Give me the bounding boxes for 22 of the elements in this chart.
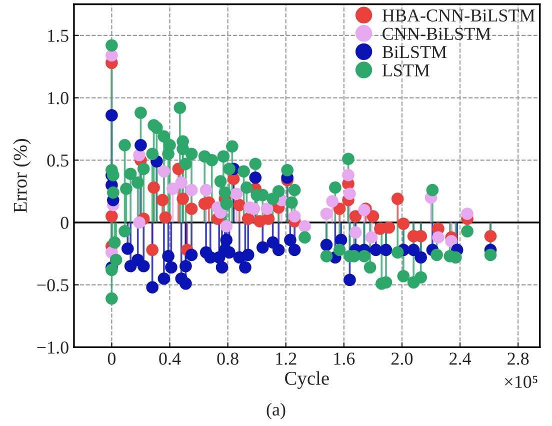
y-tick-label: 0.5 [47, 154, 68, 167]
x-tick-label: 0.8 [217, 352, 238, 365]
x-tick-label: 0.4 [159, 352, 181, 365]
legend-label: CNN-BiLSTM [382, 28, 491, 40]
x-axis-title: Cycle [285, 371, 329, 389]
y-tick-label: 1.0 [48, 92, 68, 104]
y-tick-label: −1.0 [37, 341, 68, 354]
x-tick-label: 0 [108, 352, 116, 365]
legend-label: LSTM [382, 64, 430, 76]
x-tick-label: 1.2 [276, 352, 296, 365]
y-axis-title: Error (%) [13, 139, 31, 213]
x-tick-label: 1.6 [334, 352, 355, 365]
y-tick-label: 0 [60, 216, 68, 229]
y-tick-label: 1.5 [48, 30, 68, 42]
legend-label: HBA-CNN-BiLSTM [382, 9, 535, 22]
y-tick-label: −0.5 [37, 279, 68, 292]
x-tick-label: 2.0 [391, 352, 413, 365]
x-tick-label: 2.4 [450, 352, 472, 365]
legend-label: BiLSTM [382, 46, 447, 58]
text: (a) [266, 402, 286, 420]
x-tick-label: 2.8 [508, 352, 529, 365]
text: ×10⁵ [505, 376, 538, 388]
